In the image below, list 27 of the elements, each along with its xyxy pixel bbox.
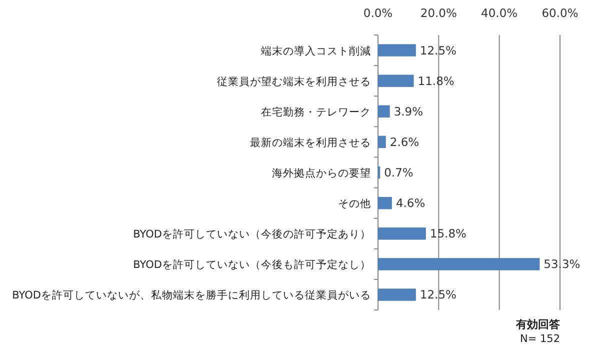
bar: [378, 258, 540, 270]
y-tick-label: 端末の導入コスト削減: [261, 44, 371, 58]
text: N= 152: [520, 333, 560, 345]
y-tick-label: 海外拠点からの要望: [272, 166, 371, 180]
bar: [378, 44, 416, 56]
x-tick-label: 0.0%: [363, 6, 393, 20]
y-tick-label: BYODを許可していない（今後も許可予定なし）: [133, 258, 371, 272]
data-label: 0.7%: [384, 166, 414, 180]
bar: [378, 228, 426, 240]
data-label: 2.6%: [390, 134, 420, 149]
data-label: 4.6%: [396, 196, 426, 210]
x-tick-label: 60.0%: [542, 6, 578, 20]
data-label: 3.9%: [394, 104, 424, 118]
bar: [378, 136, 386, 148]
x-tick-label: 40.0%: [481, 6, 518, 20]
y-tick-label: 在宅勤務・テレワーク: [261, 105, 371, 118]
y-tick-label: 最新の端末を利用させる: [250, 136, 371, 149]
bar: [378, 196, 392, 210]
text: 有効回答: [515, 318, 561, 331]
y-tick-label: その他: [338, 198, 371, 210]
y-tick-label: BYODを許可していないが、私物端末を勝手に利用している従業員がいる: [12, 288, 371, 302]
bar: [378, 105, 390, 118]
bar: [378, 74, 414, 87]
x-tick-label: 20.0%: [420, 6, 457, 20]
bar: [378, 288, 416, 301]
y-tick-label: 従業員が望む端末を利用させる: [217, 74, 371, 88]
y-tick-label: BYODを許可していない（今後の許可予定あり）: [133, 228, 371, 241]
